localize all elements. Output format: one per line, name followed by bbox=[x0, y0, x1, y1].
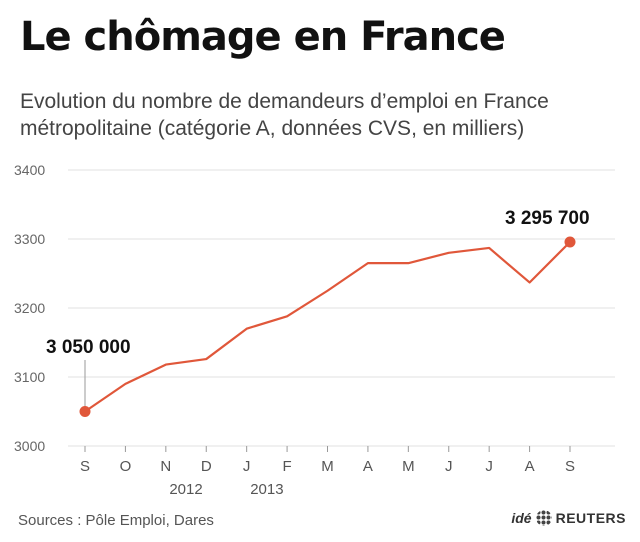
x-tick-label: J bbox=[485, 458, 493, 475]
x-tick-label: N bbox=[160, 458, 171, 475]
x-tick-label: J bbox=[243, 458, 251, 475]
year-label: 2013 bbox=[250, 481, 283, 498]
data-point bbox=[79, 406, 91, 417]
annotations: 3 050 000 3 295 700 bbox=[46, 208, 590, 417]
y-tick-label: 3300 bbox=[14, 231, 45, 247]
x-tick-label: J bbox=[445, 458, 453, 475]
data-point bbox=[564, 236, 576, 248]
series-line bbox=[84, 241, 571, 413]
x-tick-label: F bbox=[282, 458, 291, 475]
x-tick-label: D bbox=[201, 458, 212, 475]
chart-subtitle: Evolution du nombre de demandeurs d’empl… bbox=[20, 90, 549, 140]
x-tick-label: O bbox=[120, 458, 132, 475]
x-tick-label: M bbox=[402, 458, 415, 475]
year-label: 2012 bbox=[169, 481, 202, 498]
x-tick-label: S bbox=[80, 458, 90, 475]
y-axis-ticks: 3000 3100 3200 3300 3400 bbox=[14, 162, 45, 454]
x-tick-label: A bbox=[525, 458, 535, 475]
chart-title: Le chômage en France bbox=[20, 14, 506, 60]
reuters-dots-icon bbox=[535, 510, 552, 526]
brand-ide-text: idé bbox=[511, 510, 532, 526]
x-tick-label: M bbox=[321, 458, 334, 475]
data-label: 3 295 700 bbox=[505, 208, 590, 229]
year-labels: 2012 2013 bbox=[169, 481, 283, 498]
y-tick-label: 3200 bbox=[14, 300, 45, 316]
y-tick-label: 3100 bbox=[14, 369, 45, 385]
x-tick-label: S bbox=[565, 458, 575, 475]
series bbox=[84, 241, 571, 413]
brand-logo: idé REUTERS bbox=[511, 510, 626, 526]
y-tick-label: 3400 bbox=[14, 162, 45, 178]
data-label: 3 050 000 bbox=[46, 337, 131, 358]
source-note: Sources : Pôle Emploi, Dares bbox=[18, 512, 214, 529]
brand-reuters-text: REUTERS bbox=[555, 510, 626, 526]
x-tick-label: A bbox=[363, 458, 373, 475]
grid-lines bbox=[68, 169, 615, 447]
y-tick-label: 3000 bbox=[14, 438, 45, 454]
